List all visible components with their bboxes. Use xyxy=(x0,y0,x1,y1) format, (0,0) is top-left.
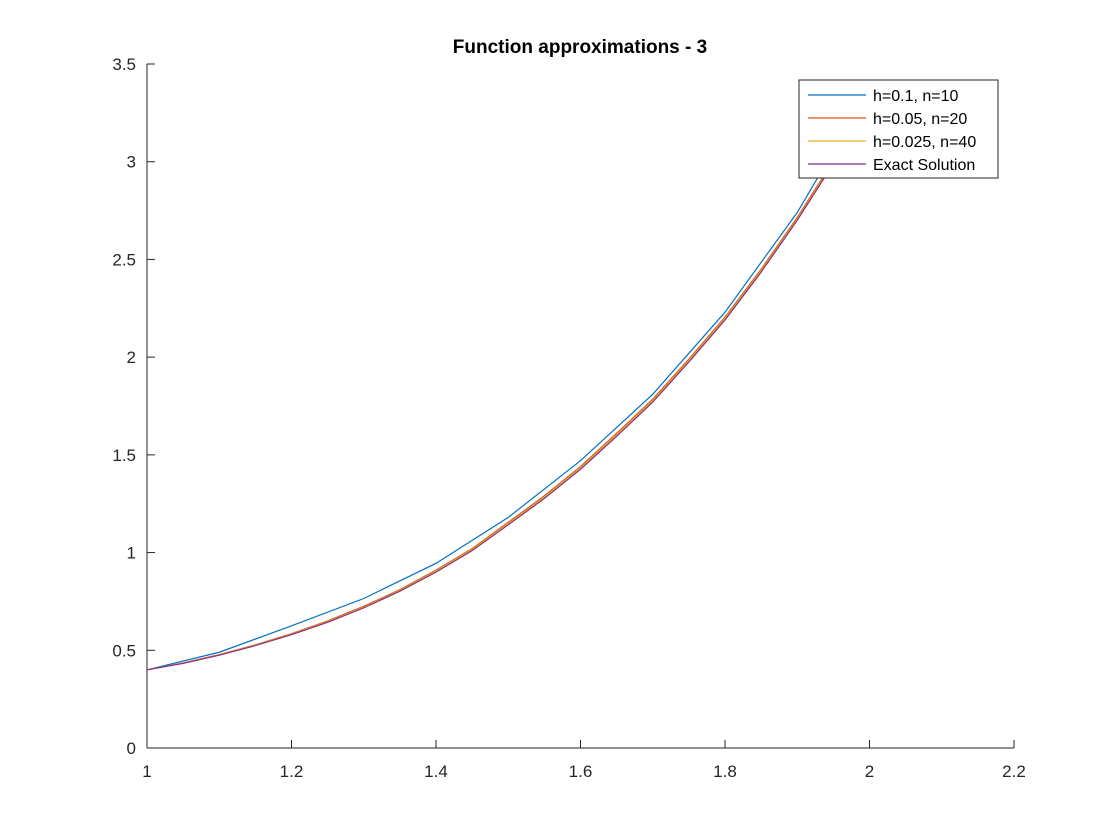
legend-label-3: h=0.025, n=40 xyxy=(873,134,976,151)
chart-title: Function approximations - 3 xyxy=(453,37,707,58)
y-tick-label: 0 xyxy=(127,739,136,758)
y-tick-label: 2 xyxy=(127,348,136,367)
x-tick-label: 1.2 xyxy=(280,762,304,781)
x-tick-label: 1 xyxy=(142,762,151,781)
x-tick-label: 2 xyxy=(865,762,874,781)
legend-label-1: h=0.1, n=10 xyxy=(873,88,959,105)
series-lines xyxy=(147,89,871,671)
y-tick-label: 3.5 xyxy=(112,55,136,74)
legend-label-4: Exact Solution xyxy=(873,157,975,174)
series-line-4 xyxy=(147,100,871,671)
x-axis-ticks: 1 1.2 1.4 1.6 1.8 2 2.2 xyxy=(142,740,1026,781)
x-tick-label: 2.2 xyxy=(1002,762,1026,781)
y-axis-ticks: 0 0.5 1 1.5 2 2.5 3 3.5 xyxy=(112,55,155,758)
y-tick-label: 1 xyxy=(127,544,136,563)
x-tick-label: 1.8 xyxy=(713,762,737,781)
x-tick-label: 1.4 xyxy=(424,762,448,781)
legend-items: h=0.1, n=10 h=0.05, n=20 h=0.025, n=40 Exac… xyxy=(808,88,976,174)
plot-area: 1 1.2 1.4 1.6 1.8 2 2.2 0 0.5 1 1.5 2 2.5 3 3.5 xyxy=(112,55,1025,781)
x-tick-label: 1.6 xyxy=(569,762,593,781)
y-tick-label: 2.5 xyxy=(112,250,136,269)
y-tick-label: 3 xyxy=(127,153,136,172)
legend-label-2: h=0.05, n=20 xyxy=(873,111,967,128)
legend: h=0.1, n=10 h=0.05, n=20 h=0.025, n=40 Exac… xyxy=(798,79,999,179)
series-line-1 xyxy=(147,89,871,671)
y-tick-label: 1.5 xyxy=(112,446,136,465)
y-tick-label: 0.5 xyxy=(112,641,136,660)
legend-box xyxy=(798,79,999,179)
